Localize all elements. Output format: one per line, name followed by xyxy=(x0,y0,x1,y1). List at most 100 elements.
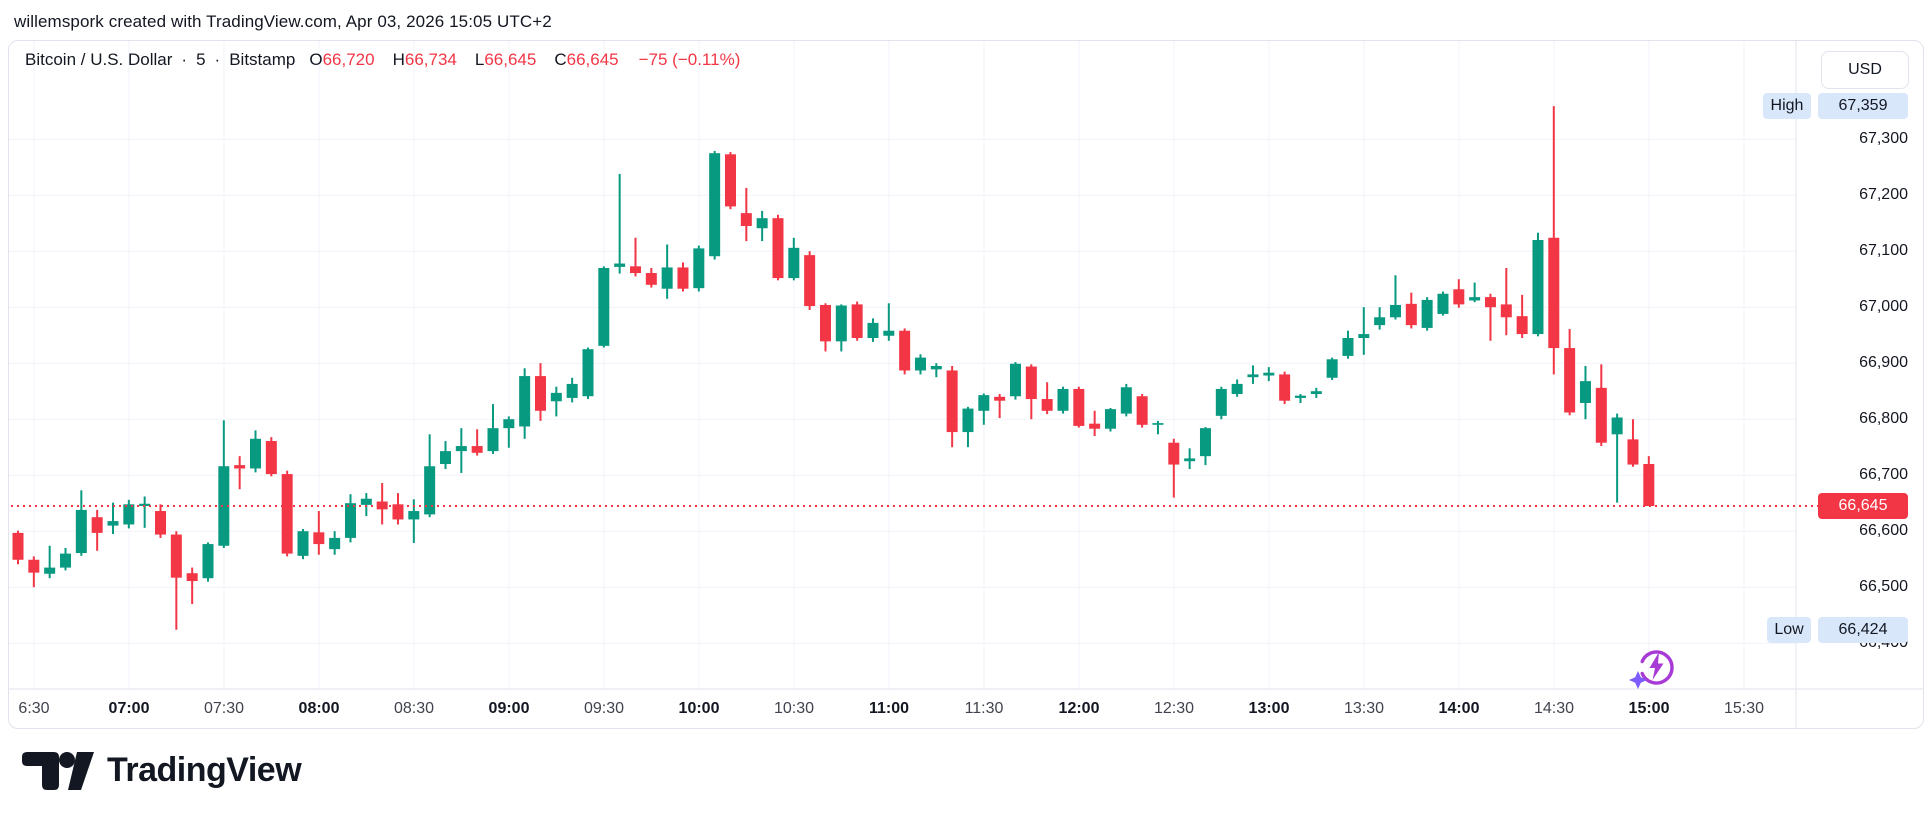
candle xyxy=(1516,316,1528,335)
candle xyxy=(313,532,325,545)
time-axis-label: 11:00 xyxy=(868,700,910,717)
price-tick-label: 67,200 xyxy=(1859,186,1908,204)
candle xyxy=(914,357,926,371)
symbol-name[interactable]: Bitcoin / U.S. Dollar xyxy=(25,50,173,69)
candle xyxy=(1437,293,1449,314)
price-tick-label: 67,100 xyxy=(1859,242,1908,260)
candle xyxy=(170,534,182,578)
tradingview-logo[interactable]: TradingView xyxy=(22,751,302,790)
candle xyxy=(154,511,166,535)
ohlc-open: O66,720 xyxy=(309,50,375,69)
interval-value[interactable]: 5 xyxy=(196,50,206,69)
candle xyxy=(107,521,119,526)
candle xyxy=(1120,387,1132,414)
ai-lightning-icon[interactable] xyxy=(1627,641,1685,693)
candle xyxy=(1057,388,1069,411)
time-axis-label: 14:30 xyxy=(1533,700,1575,717)
time-axis-label: 09:30 xyxy=(583,700,625,717)
candle xyxy=(1500,304,1512,318)
candle xyxy=(946,370,958,433)
separator-dot: · xyxy=(181,50,188,69)
high-marker-value: 67,359 xyxy=(1818,93,1908,119)
candle xyxy=(724,154,736,207)
time-axis-label: 12:30 xyxy=(1153,700,1195,717)
candle xyxy=(1469,297,1481,301)
separator-dot: · xyxy=(214,50,221,69)
candle xyxy=(1643,464,1655,506)
candle xyxy=(978,395,990,411)
candle xyxy=(519,376,531,427)
candle xyxy=(218,466,230,546)
candle xyxy=(44,567,56,574)
exchange-name[interactable]: Bitstamp xyxy=(229,50,296,69)
candle xyxy=(962,408,974,433)
price-tick-label: 66,500 xyxy=(1859,578,1908,596)
candle xyxy=(883,330,895,336)
ohlc-close: C66,645 xyxy=(554,50,619,69)
candle xyxy=(1199,428,1211,457)
candle xyxy=(661,267,673,289)
price-tick-label: 66,600 xyxy=(1859,522,1908,540)
time-axis-label: 14:00 xyxy=(1438,700,1480,717)
candle xyxy=(1374,317,1386,326)
candle xyxy=(28,559,40,573)
candle xyxy=(614,263,626,267)
candle xyxy=(392,504,404,520)
candle xyxy=(1279,374,1291,401)
candle xyxy=(1168,442,1180,465)
candle xyxy=(819,304,831,342)
candle xyxy=(234,465,246,469)
candle xyxy=(59,553,71,568)
candle xyxy=(1564,348,1576,413)
low-marker-label: Low xyxy=(1767,617,1811,643)
candle xyxy=(598,268,610,346)
candle xyxy=(1294,395,1306,398)
candle xyxy=(867,322,879,338)
last-price-badge: 66,645 xyxy=(1818,493,1908,519)
candle xyxy=(139,503,151,506)
candle xyxy=(1215,388,1227,416)
candle xyxy=(123,504,135,525)
candle xyxy=(1263,372,1275,376)
candle xyxy=(1247,374,1259,378)
candle xyxy=(471,446,483,453)
time-axis-label: 10:30 xyxy=(773,700,815,717)
time-axis-label: 15:00 xyxy=(1628,700,1670,717)
candle xyxy=(582,349,594,397)
candle xyxy=(677,267,689,289)
candle xyxy=(1136,396,1148,425)
candle xyxy=(408,511,420,520)
candle xyxy=(1184,458,1196,462)
tradingview-logo-icon xyxy=(22,751,94,790)
candle xyxy=(772,218,784,279)
candle xyxy=(740,213,752,226)
candle xyxy=(297,531,309,556)
candle xyxy=(265,441,277,475)
candle xyxy=(1532,240,1544,335)
time-axis-label: 12:00 xyxy=(1058,700,1100,717)
candle xyxy=(550,392,562,402)
candle xyxy=(1310,391,1322,394)
candle xyxy=(1089,423,1101,429)
candle xyxy=(455,446,467,452)
ohlc-high: H66,734 xyxy=(392,50,457,69)
candle xyxy=(693,248,705,289)
price-tick-label: 67,300 xyxy=(1859,130,1908,148)
candle xyxy=(1611,417,1623,435)
candle xyxy=(851,304,863,338)
candle xyxy=(1342,338,1354,356)
candle xyxy=(1009,363,1021,397)
candlestick-chart[interactable] xyxy=(9,41,1923,728)
candle xyxy=(1104,409,1116,429)
time-axis-label: 08:00 xyxy=(298,700,340,717)
time-axis-label: 10:00 xyxy=(678,700,720,717)
candle xyxy=(629,266,641,274)
candle xyxy=(1484,297,1496,308)
candle xyxy=(75,509,87,554)
candle xyxy=(91,517,103,533)
candle xyxy=(1627,439,1639,465)
candle xyxy=(1595,387,1607,443)
currency-button[interactable]: USD xyxy=(1821,51,1909,89)
time-axis-label: 07:00 xyxy=(108,700,150,717)
